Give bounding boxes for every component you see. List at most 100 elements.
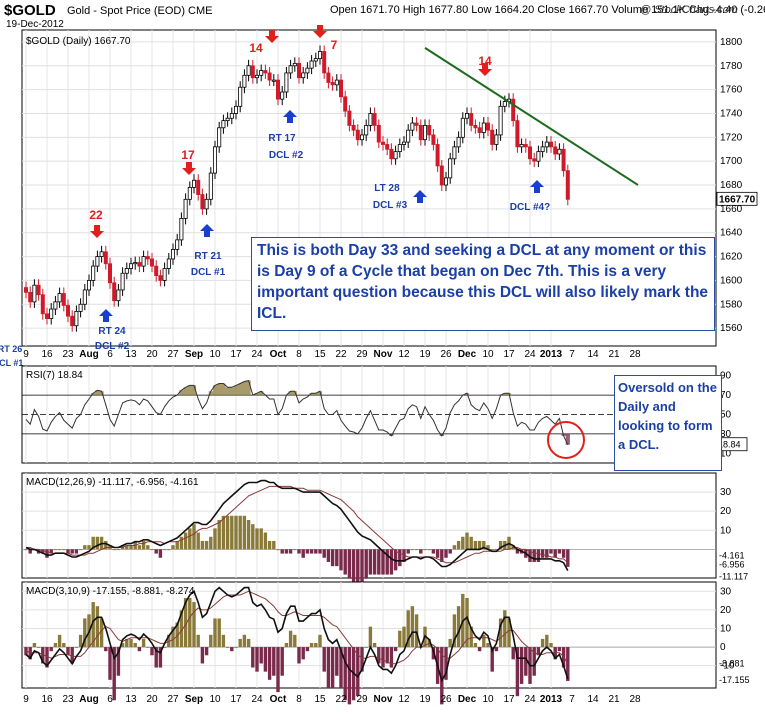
macd-12-26-9-histogram-bar (410, 549, 415, 551)
x-axis-tick: 24 (251, 349, 263, 360)
candle-body (477, 127, 482, 133)
macd-12-26-9-histogram-bar (62, 549, 66, 551)
low-label: RT 17 (268, 133, 296, 144)
low-label: RT 24 (98, 326, 126, 337)
macd-3-10-9-histogram-bar (32, 642, 37, 648)
candle-body (494, 134, 499, 145)
price-axis-tick: 1740 (720, 108, 743, 119)
macd-3-10-9-histogram-bar (192, 602, 196, 648)
candle-body (368, 113, 373, 126)
macd-12-26-9-histogram-bar (398, 549, 402, 567)
macd-3-10-9-histogram-bar (410, 606, 415, 648)
price-axis-tick: 1700 (720, 156, 743, 167)
macd-12-26-9-histogram-bar (557, 549, 562, 554)
macd-12-26-9-histogram-bar (70, 549, 74, 554)
candle-body (87, 280, 92, 291)
macd-3-10-9-histogram-bar (150, 647, 154, 656)
candle-body (95, 256, 100, 267)
macd-3-10-9-histogram-bar (146, 647, 150, 648)
candle-body (162, 268, 167, 281)
macd-12-26-9-histogram-bar (137, 545, 142, 550)
candle-body (70, 315, 75, 327)
macd-12-26-9-histogram-bar (482, 540, 486, 550)
macd-3-10-9-histogram-bar (91, 602, 95, 648)
candle-body (485, 122, 490, 131)
x-axis-tick: 29 (356, 694, 368, 705)
candle-body (238, 86, 243, 107)
macd-12-26-9-histogram-bar (372, 549, 377, 575)
macd-12-26-9-histogram-bar (200, 540, 205, 550)
candle-body (246, 65, 251, 76)
macd-12-26-9-histogram-bar (498, 540, 503, 550)
x-axis-tick: 13 (125, 694, 137, 705)
macd-3-10-9-histogram-bar (482, 634, 486, 648)
candle-body (229, 113, 234, 119)
macd-12-26-9-histogram-bar (448, 549, 452, 554)
candle-body (23, 287, 28, 293)
x-axis-tick: Sep (185, 349, 203, 360)
candle-body (351, 124, 356, 131)
macd-12-26-9-histogram-bar (246, 519, 251, 550)
top-arrow (182, 162, 196, 175)
macd-3-10-9-histogram-bar (536, 647, 541, 656)
x-axis-tick: 9 (23, 349, 29, 360)
macd-3-10-9-histogram-bar (524, 647, 528, 676)
x-axis-tick: 7 (569, 694, 575, 705)
x-axis-tick: 23 (62, 349, 74, 360)
x-axis-tick: Oct (270, 349, 287, 360)
candle-body (108, 263, 113, 284)
x-axis-tick: 6 (107, 694, 113, 705)
candle-body (296, 62, 301, 79)
x-axis-tick: Aug (79, 694, 98, 705)
macd-3-10-9-histogram-bar (343, 647, 347, 701)
candle-body (326, 72, 331, 83)
macd-12-26-9-axis-tick: 10 (720, 525, 732, 536)
x-axis-tick: Nov (374, 694, 393, 705)
candle-body (347, 110, 352, 126)
edge-label: RT 26 (0, 344, 22, 354)
macd-12-26-9-histogram-bar (95, 536, 100, 550)
macd-12-26-9-histogram-bar (339, 549, 343, 571)
price-axis-tick: 1580 (720, 299, 743, 310)
macd-3-10-9-histogram-bar (66, 647, 70, 656)
macd-3-10-9-histogram-bar (213, 618, 217, 648)
macd-12-26-9-histogram-bar (393, 549, 398, 571)
macd-3-10-9-histogram-bar (200, 647, 205, 664)
macd-12-26-9-histogram-bar (364, 549, 368, 579)
macd-3-10-9-histogram-bar (309, 642, 314, 648)
macd-12-26-9-histogram-bar (259, 528, 263, 550)
macd-3-10-9-histogram-bar (263, 647, 268, 672)
macd-3-10-9-histogram-bar (141, 638, 146, 648)
macd-3-10-9-histogram-bar (477, 647, 482, 652)
x-axis-tick: 19 (419, 694, 431, 705)
macd-12-26-9-histogram-bar (301, 549, 305, 558)
macd-3-10-9-histogram-bar (255, 647, 259, 672)
macd-3-10-9-histogram-bar (53, 642, 58, 648)
macd-12-26-9-histogram-bar (406, 549, 410, 554)
x-axis-tick: 2013 (540, 349, 563, 360)
macd-12-26-9-histogram-bar (549, 549, 553, 554)
candle-body (427, 124, 432, 136)
low-label: DCL #2 (95, 341, 130, 352)
candle-body (313, 58, 318, 62)
candle-body (406, 129, 411, 143)
candle-body (330, 82, 335, 86)
macd-3-10-9-histogram-bar (41, 647, 45, 664)
last-price-value: 1667.70 (719, 194, 756, 205)
macd-12-26-9-histogram-bar (309, 549, 314, 554)
candle-body (120, 272, 125, 291)
macd-3-10-9-histogram-bar (74, 647, 79, 648)
macd-3-10-9-histogram-bar (545, 634, 549, 648)
macd-3-10-9-histogram-bar (45, 647, 49, 668)
macd-12-26-9-histogram-bar (204, 540, 209, 550)
candle-body (141, 256, 146, 267)
candle-body (540, 146, 545, 153)
candle-body (263, 70, 268, 74)
macd-12-26-9-histogram-bar (272, 540, 276, 550)
candle-body (280, 91, 285, 100)
macd-3-10-9-histogram-bar (473, 642, 478, 648)
macd-12-26-9-histogram-bar (435, 549, 440, 558)
macd-12-26-9-histogram-bar (221, 515, 226, 550)
macd-3-10-9-histogram-bar (440, 647, 444, 705)
macd-12-26-9-histogram-bar (78, 549, 83, 551)
